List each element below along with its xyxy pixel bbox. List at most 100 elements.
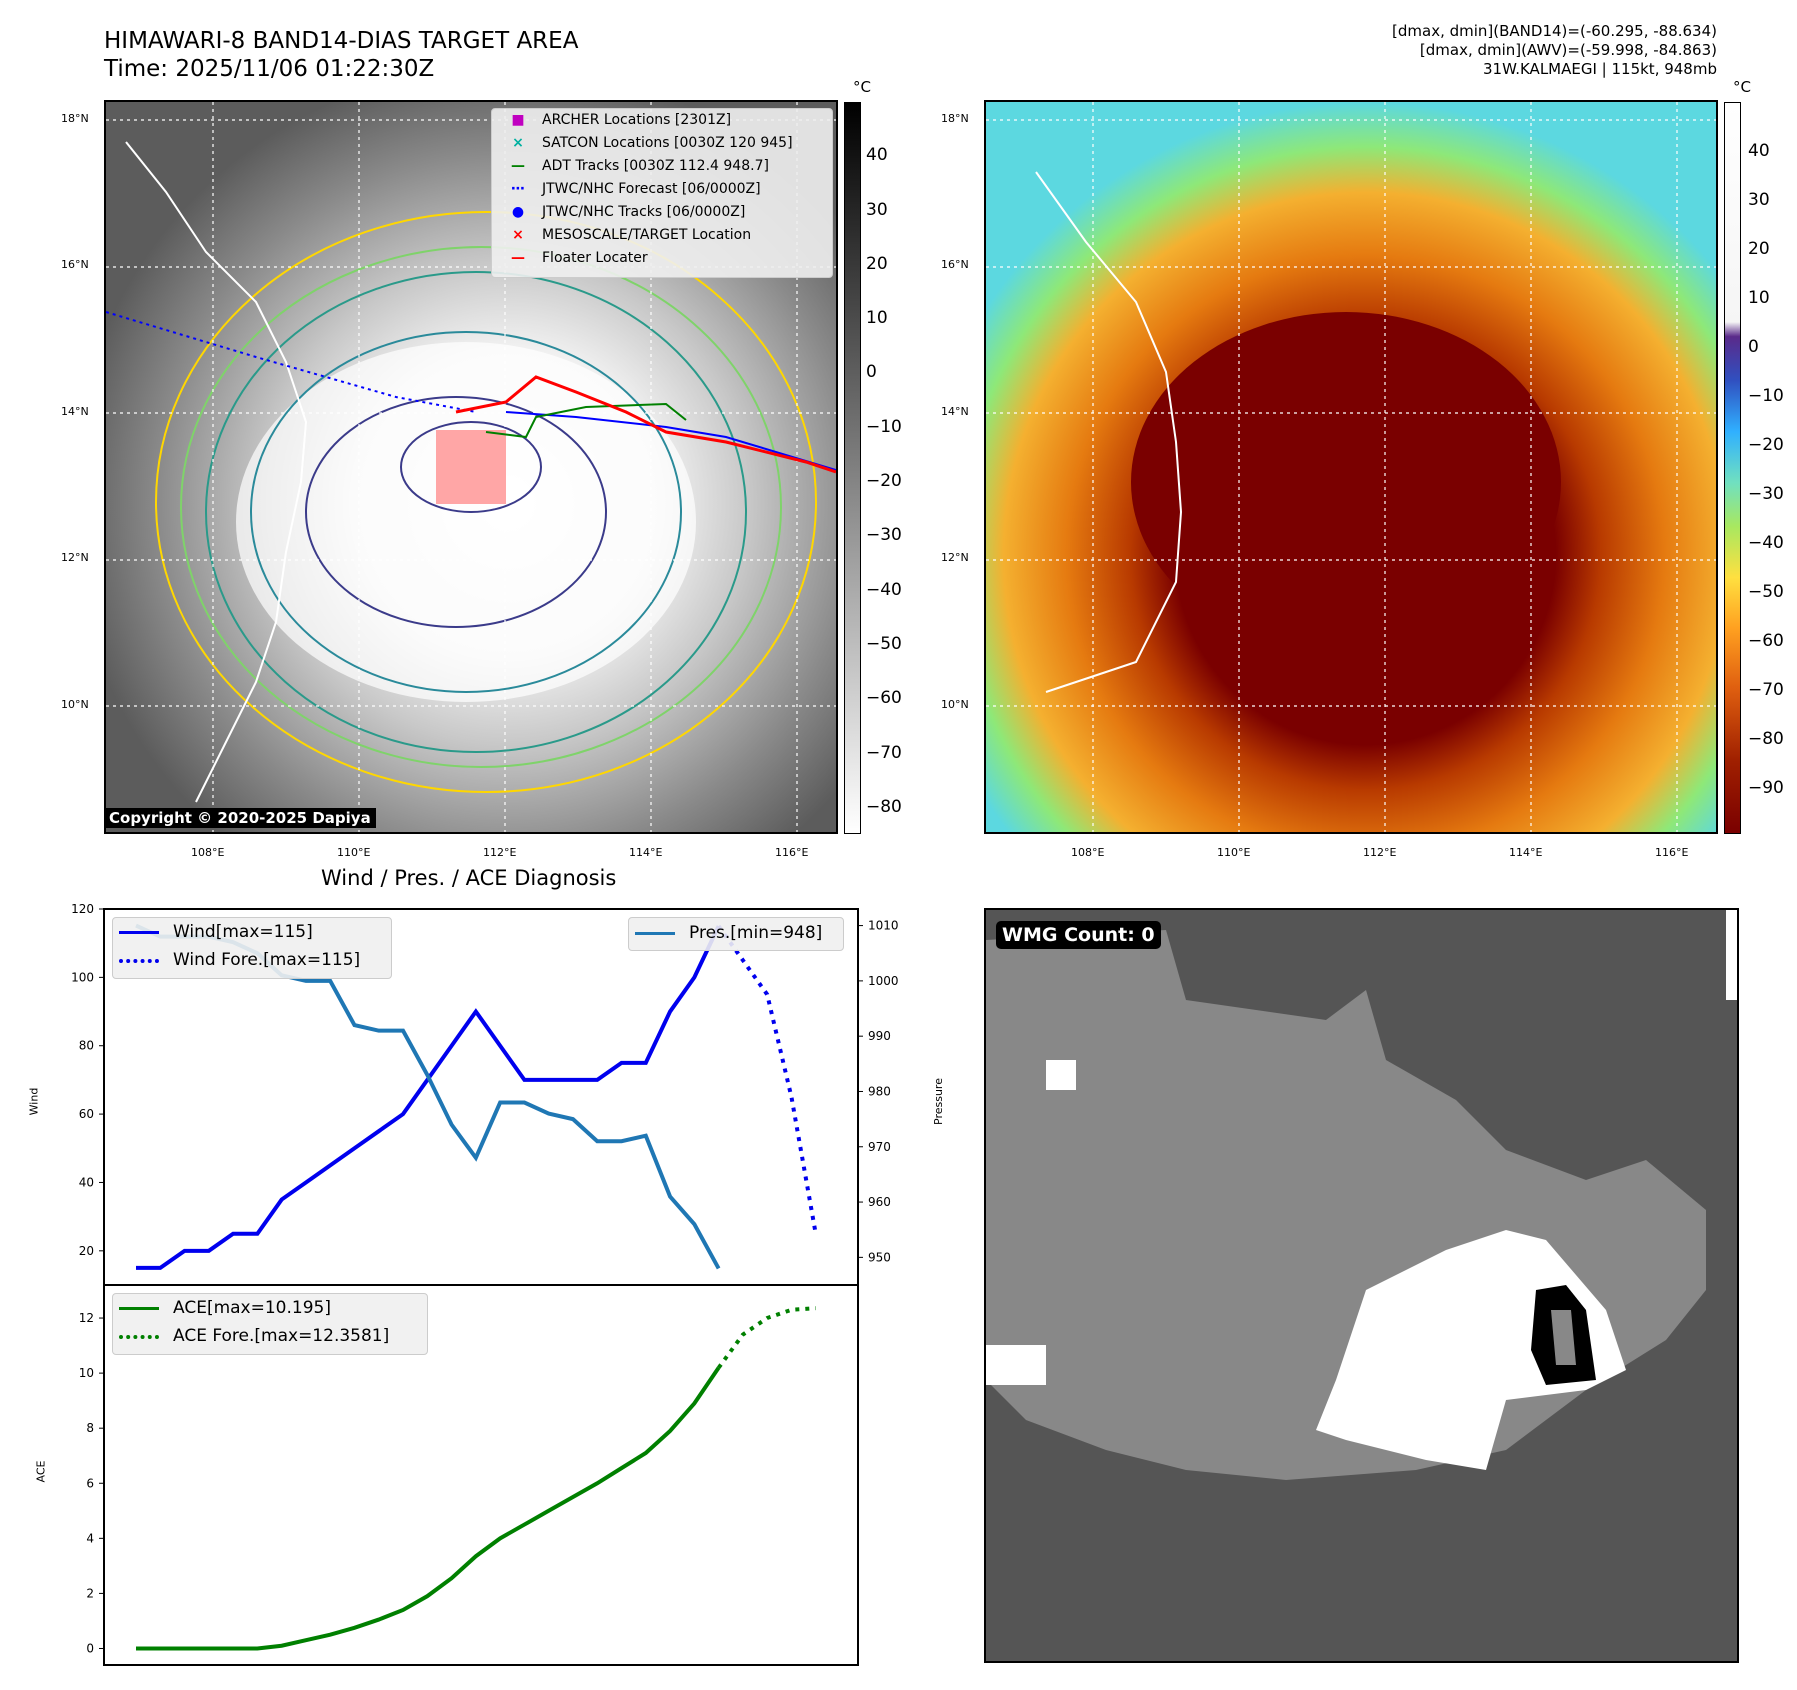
colorbar-tick: −60 — [866, 688, 902, 708]
legend-mesoscale: × MESOSCALE/TARGET Location — [492, 224, 832, 247]
wmg-image — [986, 910, 1737, 1661]
line-marker-icon: — — [511, 250, 525, 266]
ir-map-image — [106, 102, 836, 832]
info-awv: [dmax, dmin](AWV)=(-59.998, -84.863) — [1419, 41, 1717, 59]
colorbar-tick: −90 — [1748, 778, 1784, 798]
wind-forecast-line — [716, 924, 818, 1235]
colorbar-tick: −10 — [866, 417, 902, 437]
wind-tick-label: 100 — [71, 970, 94, 984]
colorbar-tick: 20 — [866, 254, 888, 274]
dotted-line-icon — [119, 1335, 159, 1339]
lat-label: 14°N — [941, 405, 969, 418]
lon-label: 110°E — [1217, 846, 1251, 859]
lat-label: 10°N — [941, 698, 969, 711]
x-marker-icon: × — [512, 135, 524, 151]
info-block: [dmax, dmin](BAND14)=(-60.295, -88.634) … — [1392, 22, 1717, 79]
colorbar-tick: 30 — [1748, 190, 1770, 210]
awv-colorbar — [1724, 102, 1741, 834]
colorbar-tick: −50 — [866, 634, 902, 654]
legend-label: ACE Fore.[max=12.3581] — [173, 1326, 390, 1346]
colorbar-tick: 0 — [1748, 337, 1759, 357]
lon-label: 108°E — [191, 846, 225, 859]
ace-forecast-line — [717, 1306, 816, 1369]
awv-map-image — [986, 102, 1716, 832]
wind-legend: Wind[max=115] Wind Fore.[max=115] — [112, 917, 392, 979]
ir-map-panel — [104, 100, 838, 834]
lon-label: 112°E — [483, 846, 517, 859]
colorbar-tick: −20 — [1748, 435, 1784, 455]
ace-tick-label: 4 — [86, 1531, 94, 1545]
pressure-tick-label: 1000 — [868, 974, 899, 988]
legend-wind: Wind[max=115] — [113, 918, 391, 946]
info-storm: 31W.KALMAEGI | 115kt, 948mb — [1483, 60, 1717, 78]
colorbar-tick: −70 — [1748, 680, 1784, 700]
legend-label: ACE[max=10.195] — [173, 1298, 331, 1318]
colorbar-tick: 30 — [866, 200, 888, 220]
ace-tick-label: 2 — [86, 1586, 94, 1600]
dot-marker-icon: ● — [511, 204, 525, 220]
lat-label: 16°N — [61, 258, 89, 271]
colorbar-tick: −80 — [866, 797, 902, 817]
wind-ylabel: Wind — [27, 1087, 41, 1116]
lon-label: 110°E — [337, 846, 371, 859]
legend-ace: ACE[max=10.195] — [113, 1294, 427, 1322]
legend-ace-fore: ACE Fore.[max=12.3581] — [113, 1322, 427, 1350]
wind-tick-label: 80 — [79, 1039, 94, 1053]
colorbar-unit: °C — [853, 78, 871, 96]
colorbar-tick: 20 — [1748, 239, 1770, 259]
ace-tick-label: 6 — [86, 1476, 94, 1490]
ace-tick-label: 0 — [86, 1641, 94, 1655]
colorbar-tick: −50 — [1748, 582, 1784, 602]
legend-label: Wind[max=115] — [173, 922, 313, 942]
pressure-tick-label: 980 — [868, 1084, 891, 1098]
pressure-ylabel: Pressure — [931, 1078, 945, 1125]
pressure-tick-label: 990 — [868, 1029, 891, 1043]
colorbar-tick: 40 — [1748, 141, 1770, 161]
lon-label: 114°E — [1509, 846, 1543, 859]
ir-colorbar — [844, 102, 861, 834]
lat-label: 10°N — [61, 698, 89, 711]
legend-label: Pres.[min=948] — [689, 923, 823, 943]
solid-line-icon — [635, 932, 675, 935]
legend-label: SATCON Locations [0030Z 120 945] — [542, 135, 793, 151]
square-marker-icon: ■ — [511, 112, 525, 128]
legend-floater: — Floater Locater — [492, 247, 832, 270]
ace-legend: ACE[max=10.195] ACE Fore.[max=12.3581] — [112, 1293, 428, 1355]
colorbar-tick: 10 — [1748, 288, 1770, 308]
colorbar-tick: −60 — [1748, 631, 1784, 651]
ace-frame — [103, 1284, 859, 1666]
time-title: Time: 2025/11/06 01:22:30Z — [104, 56, 435, 82]
colorbar-tick: 10 — [866, 308, 888, 328]
pressure-tick-label: 960 — [868, 1195, 891, 1209]
copyright: Copyright © 2020-2025 Dapiya — [104, 808, 376, 828]
lon-label: 116°E — [775, 846, 809, 859]
pressure-legend: Pres.[min=948] — [628, 917, 844, 951]
pressure-tick-label: 950 — [868, 1250, 891, 1264]
lon-label: 108°E — [1071, 846, 1105, 859]
solid-line-icon — [119, 931, 159, 934]
legend-label: JTWC/NHC Forecast [06/0000Z] — [542, 181, 761, 197]
legend-label: MESOSCALE/TARGET Location — [542, 227, 752, 243]
legend-label: ADT Tracks [0030Z 112.4 948.7] — [542, 158, 769, 174]
colorbar-tick: −80 — [1748, 729, 1784, 749]
pressure-tick-label: 1010 — [868, 919, 899, 933]
lon-label: 114°E — [629, 846, 663, 859]
pressure-tick-label: 970 — [868, 1140, 891, 1154]
awv-map-panel — [984, 100, 1718, 834]
colorbar-tick: −20 — [866, 471, 902, 491]
wmg-panel — [984, 908, 1739, 1663]
colorbar-tick: −40 — [1748, 533, 1784, 553]
ace-series-line — [136, 1366, 721, 1651]
legend-jtwc-tracks: ● JTWC/NHC Tracks [06/0000Z] — [492, 201, 832, 224]
lon-label: 112°E — [1363, 846, 1397, 859]
lat-label: 16°N — [941, 258, 969, 271]
legend-label: ARCHER Locations [2301Z] — [542, 112, 732, 128]
lat-label: 12°N — [61, 551, 89, 564]
colorbar-unit: °C — [1733, 78, 1751, 96]
lon-label: 116°E — [1655, 846, 1689, 859]
map-legend: ■ ARCHER Locations [2301Z] × SATCON Locati… — [491, 108, 833, 278]
ace-tick-label: 8 — [86, 1421, 94, 1435]
lat-label: 18°N — [941, 112, 969, 125]
wind-tick-label: 20 — [79, 1244, 94, 1258]
wind-tick-label: 40 — [79, 1175, 94, 1189]
